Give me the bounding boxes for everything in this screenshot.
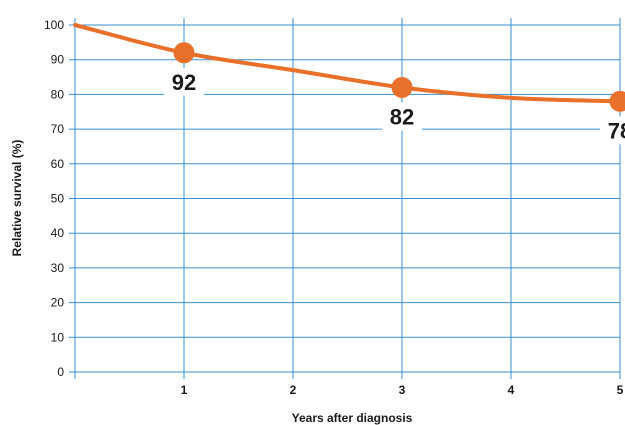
x-tick-label: 3 [399, 383, 406, 397]
series [73, 23, 625, 112]
y-tick-label: 80 [51, 87, 65, 101]
data-point [609, 90, 625, 112]
data-label: 78 [608, 118, 625, 143]
x-tick-label: 1 [181, 383, 188, 397]
x-tick-label: 2 [290, 383, 297, 397]
axes [69, 18, 621, 379]
survival-line [73, 23, 622, 104]
grid [75, 18, 621, 372]
x-tick-label: 5 [617, 383, 624, 397]
point-labels: 92 82 78 [164, 67, 625, 145]
data-point [173, 42, 195, 64]
y-tick-label: 20 [51, 296, 65, 310]
y-tick-label: 30 [51, 261, 65, 275]
point-label-background [164, 67, 204, 96]
y-axis-title: Relative survival (%) [10, 140, 24, 257]
data-label: 82 [390, 104, 414, 129]
data-label: 92 [172, 70, 196, 95]
y-tick-label: 70 [51, 122, 65, 136]
y-tick-label: 0 [57, 365, 64, 379]
data-point [391, 76, 413, 98]
y-tick-label: 60 [51, 157, 65, 171]
x-tick-label: 4 [508, 383, 515, 397]
point-label-background [382, 102, 422, 131]
y-tick-labels: 0 10 20 30 40 50 60 70 80 90 100 [44, 18, 64, 379]
x-tick-labels: 1 2 3 4 5 [181, 383, 624, 397]
y-tick-label: 50 [51, 192, 65, 206]
y-tick-label: 10 [51, 330, 65, 344]
point-label-background [600, 116, 625, 145]
y-tick-label: 100 [44, 18, 64, 32]
y-tick-label: 40 [51, 226, 65, 240]
x-axis-title: Years after diagnosis [292, 411, 413, 425]
y-tick-label: 90 [51, 53, 65, 67]
